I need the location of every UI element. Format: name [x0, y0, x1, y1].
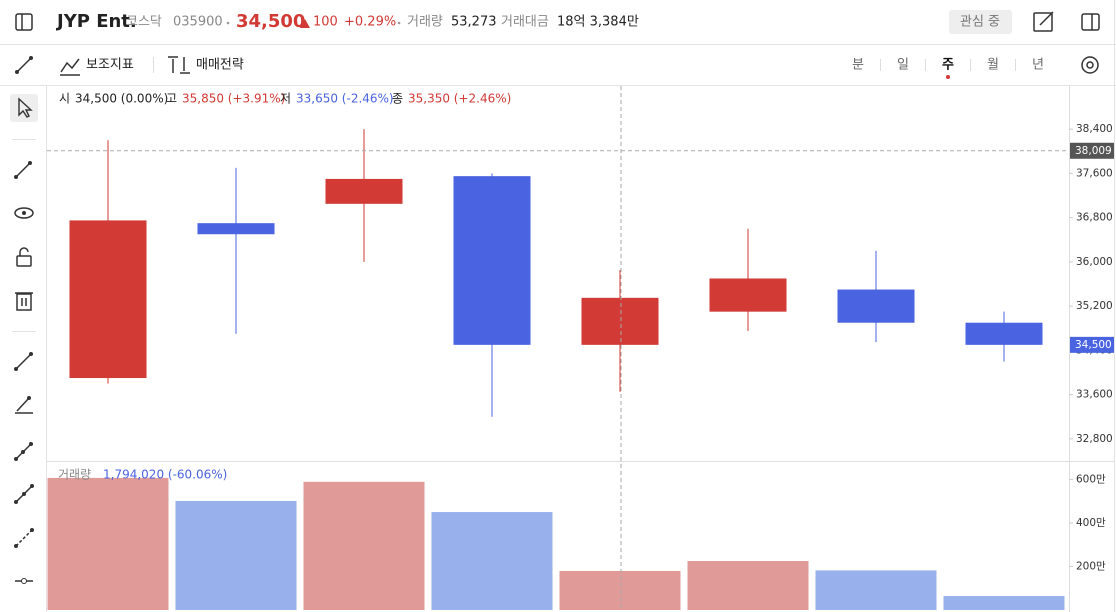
candle-body	[197, 223, 275, 235]
open-value: 34,500 (0.00%)	[75, 92, 168, 106]
open-label: 시	[59, 92, 70, 106]
ray-tool[interactable]	[14, 442, 33, 461]
y-tick-label: 200만	[1076, 560, 1106, 572]
change: 100	[313, 15, 338, 30]
period-tab[interactable]: 년	[1032, 58, 1044, 73]
period-tab[interactable]: 일	[897, 58, 909, 73]
candle-body	[837, 289, 915, 323]
watch-button[interactable]: 관심 중	[949, 10, 1012, 34]
y-tick-label: 600만	[1076, 473, 1106, 485]
close-label: 종	[392, 92, 403, 106]
volume-bar	[815, 570, 937, 610]
volume-bar	[431, 512, 553, 610]
separator	[226, 21, 230, 25]
candle-body	[453, 176, 531, 345]
volume-bar	[943, 596, 1065, 610]
y-tick-label: 36,000	[1076, 256, 1113, 268]
volume-bar	[687, 561, 809, 610]
delete-tool[interactable]	[15, 292, 33, 311]
amount: 18억 3,384만	[557, 15, 639, 30]
close-value: 35,350 (+2.46%)	[408, 92, 511, 106]
watch-label: 관심 중	[960, 15, 1000, 30]
trend-tool[interactable]	[14, 352, 33, 371]
y-tick-label: 33,600	[1076, 389, 1113, 401]
candle-body	[709, 278, 787, 312]
panel-button[interactable]	[1081, 13, 1100, 31]
volume-bar	[47, 477, 169, 610]
low-label: 저	[280, 92, 291, 106]
crosshair-label: 38,009	[1075, 145, 1112, 157]
change-pct: +0.29%	[344, 15, 396, 30]
high-label: 고	[166, 92, 177, 106]
selected-dot	[946, 75, 950, 79]
last-price-label: 34,500	[1075, 339, 1112, 351]
candle-body	[965, 322, 1043, 345]
hline-tool[interactable]	[15, 578, 33, 584]
y-tick-label: 32,800	[1076, 433, 1113, 445]
candle-body	[69, 220, 147, 379]
up-arrow	[300, 19, 310, 28]
strategy-button[interactable]: 매매전략	[168, 56, 244, 74]
volume: 53,273	[451, 15, 497, 30]
lock-tool[interactable]	[16, 247, 32, 267]
draw-tool[interactable]	[15, 56, 33, 74]
volume-legend-value: 1,794,020 (-60.06%)	[103, 468, 227, 482]
period-tab[interactable]: 월	[987, 58, 999, 73]
separator	[397, 21, 401, 25]
edit-button[interactable]	[1033, 11, 1054, 32]
fib-tool[interactable]	[14, 528, 34, 548]
line-tool[interactable]	[14, 161, 32, 179]
volume-bar	[559, 570, 681, 610]
volume-bar	[175, 500, 297, 610]
visibility-tool[interactable]	[14, 207, 34, 219]
amount-label: 거래대금	[501, 15, 549, 30]
indicator-label: 보조지표	[86, 58, 134, 73]
strategy-label: 매매전략	[196, 58, 244, 73]
candle-body	[581, 297, 659, 345]
indicator-button[interactable]: 보조지표	[60, 58, 134, 76]
settings-button[interactable]	[1081, 56, 1099, 74]
channel-tool[interactable]	[14, 484, 34, 504]
last-price-tag	[1070, 336, 1114, 353]
period-tab[interactable]: 주	[942, 58, 954, 73]
angle-tool[interactable]	[15, 396, 33, 414]
volume-bar	[303, 481, 425, 610]
y-tick-label: 400만	[1076, 517, 1106, 529]
crosshair-tag	[1070, 142, 1114, 159]
period-tab[interactable]: 분	[852, 58, 864, 73]
cursor-tool[interactable]	[10, 94, 38, 122]
y-tick-label: 36,800	[1076, 212, 1113, 224]
market: 코스닥	[126, 15, 162, 30]
volume-label: 거래량	[407, 15, 443, 30]
sidebar-toggle[interactable]	[15, 13, 33, 31]
y-tick-label: 37,600	[1076, 167, 1113, 179]
high-value: 35,850 (+3.91%)	[182, 92, 285, 106]
price: 34,500	[236, 11, 305, 32]
y-tick-label: 38,400	[1076, 123, 1113, 135]
low-value: 33,650 (-2.46%)	[296, 92, 394, 106]
y-tick-label: 35,200	[1076, 300, 1113, 312]
volume-legend-label: 거래량	[58, 468, 91, 482]
candle-body	[325, 178, 403, 204]
code: 035900	[173, 15, 223, 30]
stock-name: JYP Ent.	[55, 11, 137, 32]
